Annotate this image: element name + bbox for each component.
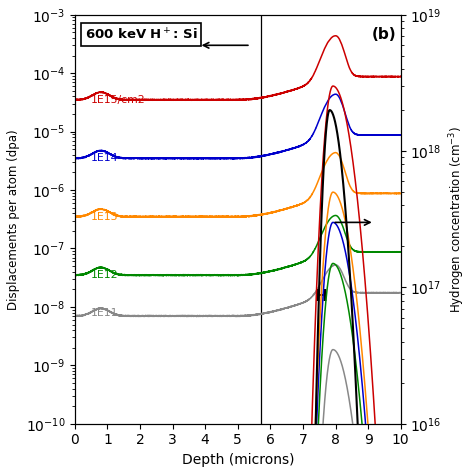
Text: 600 keV H$^+$: Si: 600 keV H$^+$: Si — [85, 27, 198, 42]
Text: 1E13: 1E13 — [91, 212, 118, 222]
Y-axis label: Displacements per atom (dpa): Displacements per atom (dpa) — [7, 129, 20, 310]
Text: H: H — [314, 289, 327, 304]
Text: 1E11: 1E11 — [91, 308, 118, 318]
Y-axis label: Hydrogen concentration (cm$^{-3}$): Hydrogen concentration (cm$^{-3}$) — [447, 126, 467, 313]
Text: 1E15/cm2: 1E15/cm2 — [91, 95, 146, 105]
X-axis label: Depth (microns): Depth (microns) — [182, 453, 294, 467]
Text: 1E12: 1E12 — [91, 270, 118, 280]
Text: (b): (b) — [371, 27, 396, 42]
Text: 1E14: 1E14 — [91, 153, 118, 163]
